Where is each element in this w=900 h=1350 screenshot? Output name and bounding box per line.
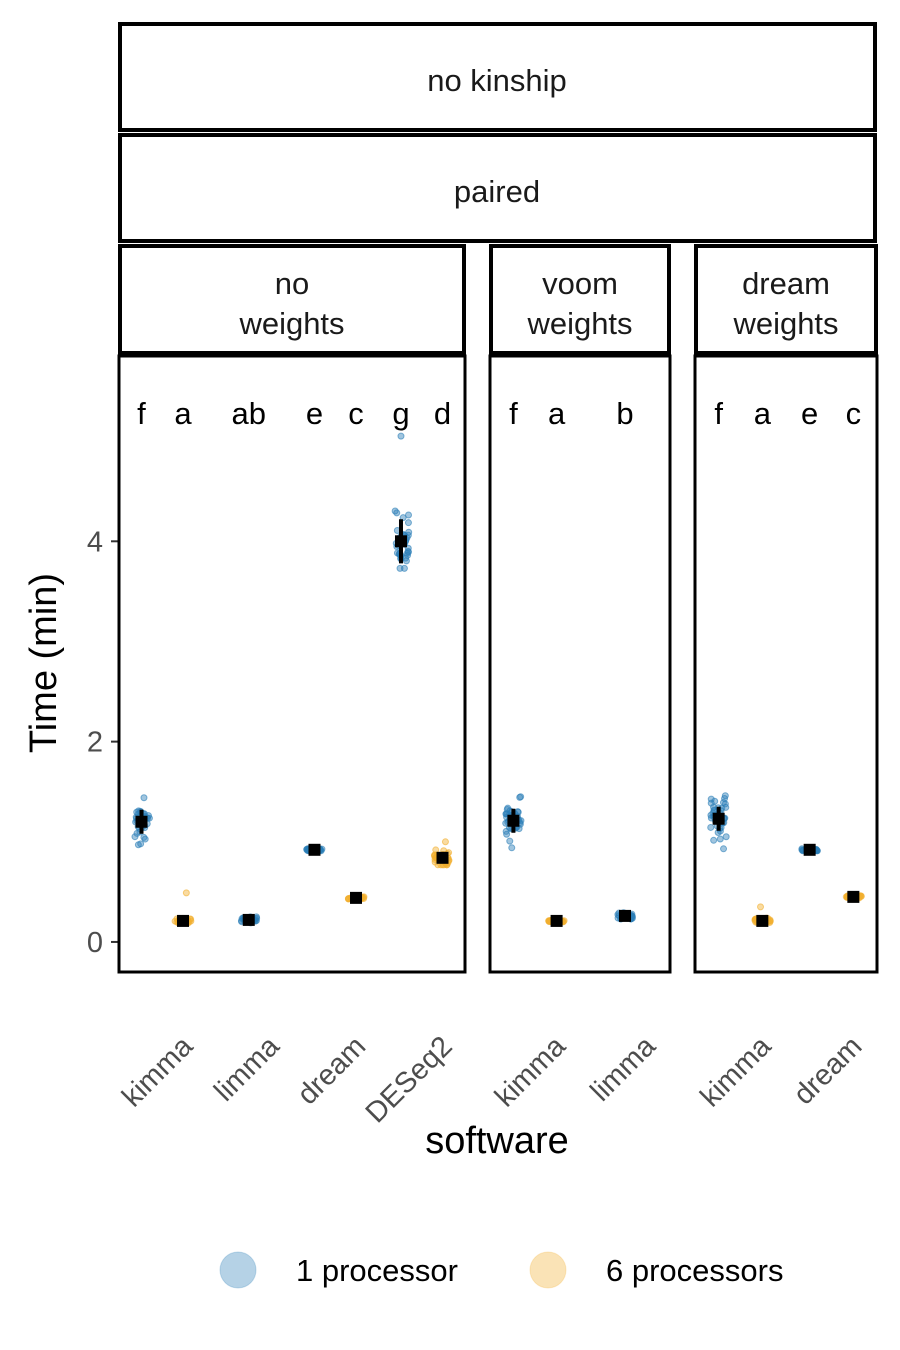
data-point (711, 797, 719, 805)
data-point (707, 823, 715, 831)
y-axis: 0 2 4 (87, 526, 119, 959)
data-point (391, 507, 399, 515)
panel-border (117, 354, 467, 974)
mean-marker (803, 843, 816, 856)
panel-strip-box (489, 244, 671, 355)
legend-key-6-processors (529, 1251, 567, 1289)
data-point (516, 793, 524, 801)
significance-letter: f (714, 396, 723, 431)
legend: 1 processor 6 processors (219, 1251, 783, 1289)
panel-strip-label: weights (526, 306, 632, 341)
legend-key-1-processor (219, 1251, 257, 1289)
significance-letter: e (306, 396, 323, 431)
data-point (504, 804, 512, 812)
data-point (403, 549, 411, 557)
data-point (404, 519, 412, 527)
data-point (710, 836, 718, 844)
significance-letter: d (434, 396, 451, 431)
x-tick-label: dream (291, 1030, 372, 1111)
significance-letter: a (548, 396, 566, 431)
x-tick-label: limma (585, 1030, 663, 1108)
panel-strip-label: dream (742, 266, 830, 301)
panel-strip-box (694, 244, 878, 355)
mean-marker (436, 851, 449, 864)
panel-border (693, 354, 879, 974)
data-point (506, 837, 514, 845)
mean-marker (712, 812, 725, 825)
y-axis-title: Time (min) (23, 573, 65, 753)
y-tick-label: 2 (87, 727, 103, 759)
data-point (397, 432, 405, 440)
data-point (716, 835, 724, 843)
x-tick-label: dream (788, 1030, 869, 1111)
data-point (432, 846, 440, 854)
significance-letter: f (509, 396, 518, 431)
data-point (182, 889, 190, 897)
data-point (396, 564, 404, 572)
legend-label-1-processor: 1 processor (296, 1253, 458, 1288)
strip-level1-box (118, 22, 877, 132)
data-point (710, 806, 718, 814)
panel-strip-label: weights (238, 306, 344, 341)
significance-letter: e (801, 396, 818, 431)
data-point (405, 511, 413, 519)
x-tick-label: DESeq2 (360, 1030, 459, 1129)
data-point (722, 803, 730, 811)
data-point (722, 833, 730, 841)
x-axis-title: software (425, 1120, 569, 1162)
data-point (508, 844, 516, 852)
significance-letter: ab (232, 396, 266, 431)
legend-label-6-processors: 6 processors (606, 1253, 783, 1288)
significance-letter: c (348, 396, 364, 431)
mean-marker (619, 909, 631, 922)
data-point (140, 833, 148, 841)
data-point (137, 840, 145, 848)
data-point (441, 838, 449, 846)
x-tick-label: kimma (694, 1030, 778, 1114)
mean-marker (550, 914, 563, 927)
panel-strip-label: no (275, 266, 309, 301)
x-tick-label: kimma (489, 1030, 573, 1114)
mean-marker (177, 914, 190, 927)
strip-level1-label: no kinship (427, 63, 567, 98)
data-point (514, 808, 522, 816)
data-point (721, 794, 729, 802)
data-point (720, 845, 728, 853)
panel-border (488, 354, 672, 974)
mean-marker (308, 843, 321, 856)
panel-strip-box (118, 244, 466, 355)
y-tick-label: 0 (87, 927, 103, 959)
data-point (757, 903, 765, 911)
significance-letter: a (174, 396, 192, 431)
x-tick-label: limma (208, 1030, 286, 1108)
y-tick-label: 4 (87, 526, 103, 558)
mean-marker (756, 914, 769, 927)
mean-marker (135, 815, 148, 828)
mean-marker (242, 913, 255, 926)
significance-letter: g (392, 396, 409, 431)
data-point (133, 829, 141, 837)
strip-level2-box (118, 133, 877, 243)
mean-marker (350, 891, 363, 904)
data-point (399, 514, 407, 522)
significance-letter: c (846, 396, 862, 431)
mean-marker (507, 814, 520, 827)
significance-letter: f (137, 396, 146, 431)
data-point (140, 794, 148, 802)
panel-strip-label: voom (542, 266, 618, 301)
mean-marker (847, 890, 860, 903)
strip-level2-label: paired (454, 174, 540, 209)
data-point (707, 799, 715, 807)
panel-strip-label: weights (732, 306, 838, 341)
mean-marker (394, 535, 407, 548)
data-point (402, 557, 410, 565)
x-tick-label: kimma (116, 1030, 200, 1114)
significance-letter: a (754, 396, 772, 431)
significance-letter: b (616, 396, 633, 431)
data-point (503, 830, 511, 838)
